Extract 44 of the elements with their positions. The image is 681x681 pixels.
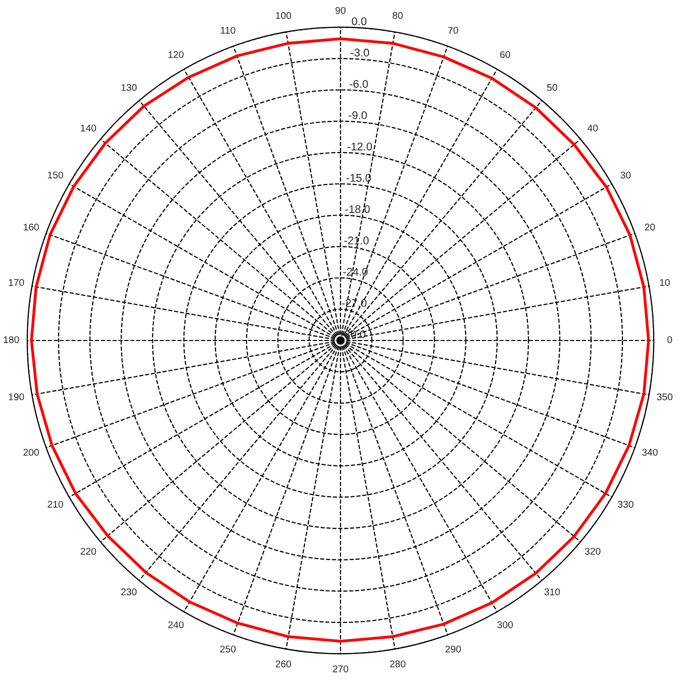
spoke-label: 210 [48,500,64,508]
y-tick-label: -12.0 [348,142,372,150]
spoke-label: 350 [656,393,672,400]
spoke-label: 10 [660,279,670,286]
spoke-label: 180 [4,336,19,344]
spoke-label: 170 [8,279,24,286]
y-tick-label: 0.0 [352,17,366,26]
spoke-label: 150 [48,172,64,178]
spoke-label: 140 [80,124,96,132]
y-tick-label: -3.0 [350,48,370,57]
spoke-label: 280 [390,660,406,668]
spoke-label: 70 [448,26,458,34]
spoke-label: 320 [584,548,600,555]
y-tick-label: -6.0 [350,80,368,88]
spoke-label: 30 [620,172,631,178]
spoke-label: 270 [332,665,348,672]
spoke-label: 290 [445,646,461,652]
spoke-label: 220 [80,548,96,555]
spoke-label: 250 [220,646,236,652]
y-tick-label: -9.0 [348,111,367,120]
spoke-label: 20 [644,224,655,231]
spoke-label: 260 [276,660,292,668]
spoke-label: 80 [392,12,403,19]
spoke-label: 110 [220,26,236,34]
spoke-label: 190 [8,393,24,400]
y-tick-label: -18.0 [345,205,370,214]
spoke-label: 340 [642,448,658,456]
spoke-label: 0 [667,336,672,344]
spoke-label: 160 [24,224,39,231]
spoke-label: 120 [168,51,184,58]
spoke-label: 200 [24,448,39,456]
spoke-label: 100 [276,12,292,19]
spoke-label: 60 [500,51,510,58]
y-tick-label: -21.0 [344,236,369,244]
spoke-label: 310 [544,588,560,596]
spoke-label: 330 [618,500,634,508]
y-tick-label: -15.0 [346,174,371,182]
spoke-label: 130 [122,84,137,91]
spoke-label: 50 [547,84,558,91]
spoke-label: 40 [588,124,598,132]
spoke-label: 300 [497,621,513,628]
spoke-label: 90 [336,6,346,14]
spoke-label: 240 [168,621,184,628]
spoke-label: 230 [121,588,137,596]
